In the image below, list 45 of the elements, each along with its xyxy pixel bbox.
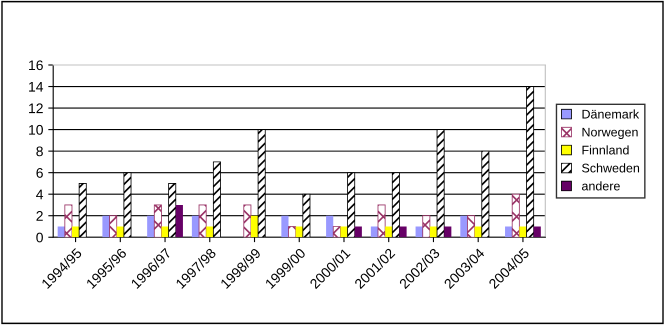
y-tick-label: 8	[36, 146, 43, 156]
legend-label: Schweden	[582, 163, 640, 172]
bar	[147, 216, 154, 238]
bar	[399, 226, 407, 238]
bar	[512, 194, 520, 238]
legend-label: andere	[582, 181, 620, 190]
bar	[385, 226, 392, 238]
bar	[326, 216, 334, 238]
bar	[505, 226, 512, 238]
bar	[378, 204, 386, 238]
bar	[467, 215, 476, 238]
bar	[460, 216, 468, 238]
bar	[192, 216, 200, 238]
legend-label: Dänemark	[582, 109, 640, 119]
bar	[116, 226, 124, 238]
bar	[444, 226, 452, 238]
bar	[176, 204, 183, 238]
bar	[198, 204, 207, 238]
y-tick-label: 6	[36, 168, 43, 178]
bar	[64, 204, 72, 238]
y-tick-label: 12	[29, 103, 43, 114]
y-tick-label: 14	[29, 82, 44, 92]
legend-label: Norwegen	[582, 128, 638, 140]
y-tick-label: 0	[36, 232, 43, 242]
y-tick-label: 10	[29, 124, 43, 135]
bar	[109, 215, 118, 238]
bar	[296, 226, 303, 238]
bar	[250, 216, 258, 238]
y-tick-label: 4	[36, 190, 44, 200]
bar	[154, 204, 162, 238]
bar	[332, 226, 341, 238]
bar	[58, 226, 65, 238]
bar	[102, 216, 110, 238]
y-tick-label: 2	[36, 211, 43, 221]
bar	[422, 215, 430, 238]
y-tick-label: 16	[29, 60, 43, 70]
bar	[416, 226, 423, 238]
bar	[206, 226, 214, 238]
bar	[288, 226, 296, 238]
bar	[354, 226, 362, 238]
legend-label: Finnland	[582, 145, 629, 155]
bar	[474, 226, 482, 238]
bar	[243, 204, 252, 238]
bar	[281, 216, 289, 238]
bar	[534, 226, 541, 238]
